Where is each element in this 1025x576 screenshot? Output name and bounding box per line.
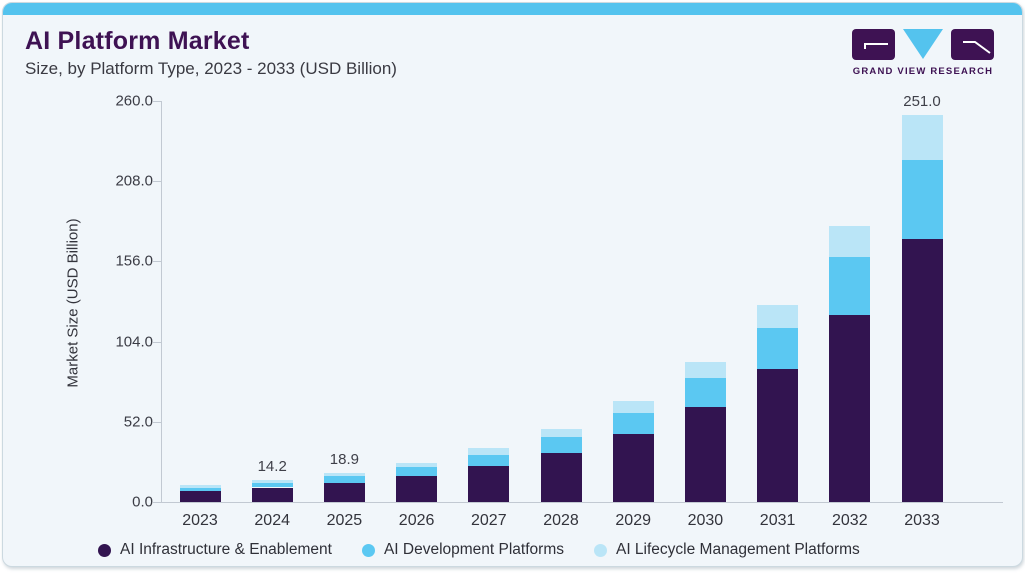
bar-segment [251, 482, 293, 488]
y-tick-label: 156.0 [115, 252, 153, 270]
page-subtitle: Size, by Platform Type, 2023 - 2033 (USD… [25, 59, 397, 78]
bar-segment [251, 480, 293, 483]
bar-segment [684, 407, 726, 502]
x-tick-label: 2028 [543, 512, 579, 529]
y-axis-line [161, 101, 162, 502]
legend-dot-icon [593, 543, 607, 557]
logo-r-icon [951, 29, 994, 60]
bar-segment [901, 114, 943, 161]
bar-segment [901, 238, 943, 502]
x-tick-label: 2029 [615, 512, 651, 529]
y-tick-label: 52.0 [123, 413, 153, 431]
bar-segment [612, 401, 654, 413]
bar-segment [468, 466, 510, 502]
bar-segment [757, 327, 799, 369]
logo-g-icon [852, 29, 895, 60]
bar-segment [179, 485, 221, 488]
bar-segment [829, 225, 871, 258]
bar-segment [323, 482, 365, 502]
bar-segment [540, 452, 582, 502]
legend-label: AI Lifecycle Management Platforms [615, 541, 860, 558]
bar-segment [684, 377, 726, 408]
bar-segment [179, 491, 221, 502]
y-tick-label: 0.0 [132, 493, 153, 511]
bar-segment [396, 462, 438, 468]
chart-card: AI Platform Market Size, by Platform Typ… [2, 2, 1023, 567]
x-tick-label: 2027 [471, 512, 507, 529]
page-title: AI Platform Market [25, 27, 250, 55]
chart-legend: AI Infrastructure & Enablement AI Develop… [98, 541, 860, 559]
x-tick-label: 2023 [182, 512, 218, 529]
bar-segment [757, 368, 799, 502]
y-axis-title: Market Size (USD Billion) [64, 218, 82, 388]
bar-segment [540, 428, 582, 438]
bar-segment [323, 476, 365, 483]
legend-item: AI Lifecycle Management Platforms [593, 541, 860, 559]
bar-segment [468, 454, 510, 467]
bar-segment [251, 487, 293, 502]
bar-segment [323, 472, 365, 477]
bar-segment [829, 314, 871, 502]
logo-wordmark: GRAND VIEW RESEARCH [852, 66, 994, 77]
x-tick-label: 2024 [254, 512, 290, 529]
bar-segment [179, 487, 221, 492]
y-tick-mark [153, 341, 161, 343]
legend-dot-icon [98, 543, 111, 557]
bar-segment [829, 257, 871, 315]
x-axis-line [155, 502, 1003, 503]
bar-segment [757, 305, 799, 328]
bar-segment [612, 434, 654, 502]
y-tick-mark [153, 261, 161, 263]
legend-label: AI Development Platforms [383, 541, 564, 558]
x-tick-label: 2025 [326, 512, 363, 529]
legend-item: AI Infrastructure & Enablement [98, 541, 332, 559]
y-tick-mark [153, 502, 161, 503]
legend-item: AI Development Platforms [361, 541, 564, 559]
x-tick-label: 2030 [687, 512, 724, 529]
bar-value-label: 18.9 [329, 450, 359, 468]
bar-segment [684, 361, 726, 378]
x-tick-label: 2026 [398, 512, 435, 529]
bar-value-label: 14.2 [257, 458, 287, 476]
y-tick-mark [153, 421, 161, 423]
accent-strip [3, 3, 1022, 15]
legend-dot-icon [361, 543, 375, 557]
y-tick-mark [153, 181, 161, 183]
logo-shapes [852, 29, 994, 62]
x-tick-label: 2032 [832, 512, 868, 529]
y-tick-mark [153, 101, 161, 102]
y-tick-label: 260.0 [115, 92, 153, 110]
bar-segment [612, 413, 654, 435]
y-tick-label: 104.0 [115, 333, 153, 351]
bar-segment [396, 475, 438, 502]
grand-view-research-logo: GRAND VIEW RESEARCH [852, 29, 994, 77]
bar-value-label: 251.0 [903, 92, 941, 110]
bar-segment [540, 437, 582, 453]
x-tick-label: 2033 [904, 512, 940, 529]
y-tick-label: 208.0 [115, 172, 153, 190]
bar-segment [901, 160, 943, 239]
bar-segment [396, 467, 438, 476]
x-tick-label: 2031 [759, 512, 796, 529]
legend-label: AI Infrastructure & Enablement [120, 541, 332, 558]
logo-v-icon [903, 29, 943, 59]
bar-segment [468, 448, 510, 455]
